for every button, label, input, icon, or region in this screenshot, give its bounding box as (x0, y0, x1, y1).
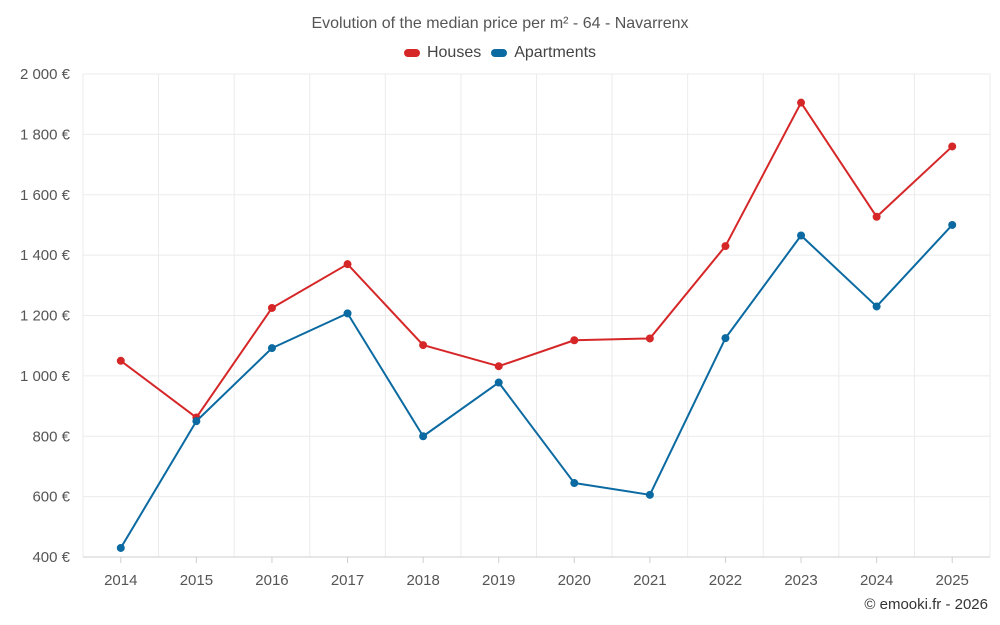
legend-item-houses[interactable]: Houses (403, 44, 482, 62)
data-point-houses (948, 142, 957, 151)
series-line-houses (120, 101, 953, 419)
data-point-houses (267, 303, 276, 312)
y-tick-label: 2 000 € (20, 66, 71, 83)
data-point-apartments (419, 432, 428, 441)
data-point-apartments (872, 302, 881, 311)
y-tick-label: 600 € (32, 489, 70, 506)
legend-swatch-houses (403, 49, 420, 57)
y-tick-label: 1 000 € (20, 368, 71, 385)
data-point-apartments (343, 309, 352, 318)
credit: © emooki.fr - 2026 (864, 596, 988, 613)
x-tick-label: 2017 (331, 572, 364, 589)
data-point-houses (645, 334, 654, 343)
data-point-apartments (494, 378, 503, 387)
data-point-houses (721, 242, 730, 251)
data-point-apartments (948, 220, 957, 229)
data-point-apartments (645, 490, 654, 499)
y-tick-label: 800 € (32, 428, 70, 445)
y-tick-label: 1 200 € (20, 308, 71, 325)
x-tick-label: 2025 (936, 572, 969, 589)
chart-title: Evolution of the median price per m² - 6… (311, 15, 689, 32)
legend-item-apartments[interactable]: Apartments (491, 44, 596, 62)
data-point-houses (192, 413, 201, 422)
data-point-houses (116, 356, 125, 365)
x-tick-label: 2020 (558, 572, 591, 589)
x-tick-label: 2024 (860, 572, 893, 589)
data-point-apartments (797, 231, 806, 240)
x-tick-label: 2018 (406, 572, 439, 589)
x-tick-label: 2015 (180, 572, 213, 589)
x-tick-label: 2014 (104, 572, 137, 589)
legend-label-houses: Houses (426, 44, 482, 61)
y-tick-label: 1 400 € (20, 247, 71, 264)
x-tick-label: 2023 (784, 572, 817, 589)
legend: Houses Apartments (0, 44, 1000, 62)
series-line-apartments (119, 224, 953, 549)
legend-swatch-apartments (491, 49, 508, 57)
data-point-houses (419, 341, 428, 350)
data-point-apartments (192, 417, 201, 426)
data-point-houses (343, 260, 352, 269)
data-point-apartments (570, 479, 579, 488)
data-point-houses (570, 336, 579, 345)
x-tick-label: 2021 (633, 572, 666, 589)
y-tick-label: 1 600 € (20, 187, 71, 204)
data-point-houses (494, 362, 503, 371)
data-point-houses (797, 98, 806, 107)
data-point-apartments (721, 334, 730, 343)
x-tick-label: 2022 (709, 572, 742, 589)
legend-label-apartments: Apartments (514, 44, 597, 61)
y-tick-label: 1 800 € (20, 126, 71, 143)
data-point-apartments (116, 543, 125, 552)
x-tick-label: 2019 (482, 572, 515, 589)
data-point-apartments (267, 344, 276, 353)
x-tick-label: 2016 (255, 572, 288, 589)
data-point-houses (872, 212, 881, 221)
y-tick-label: 400 € (32, 549, 70, 566)
